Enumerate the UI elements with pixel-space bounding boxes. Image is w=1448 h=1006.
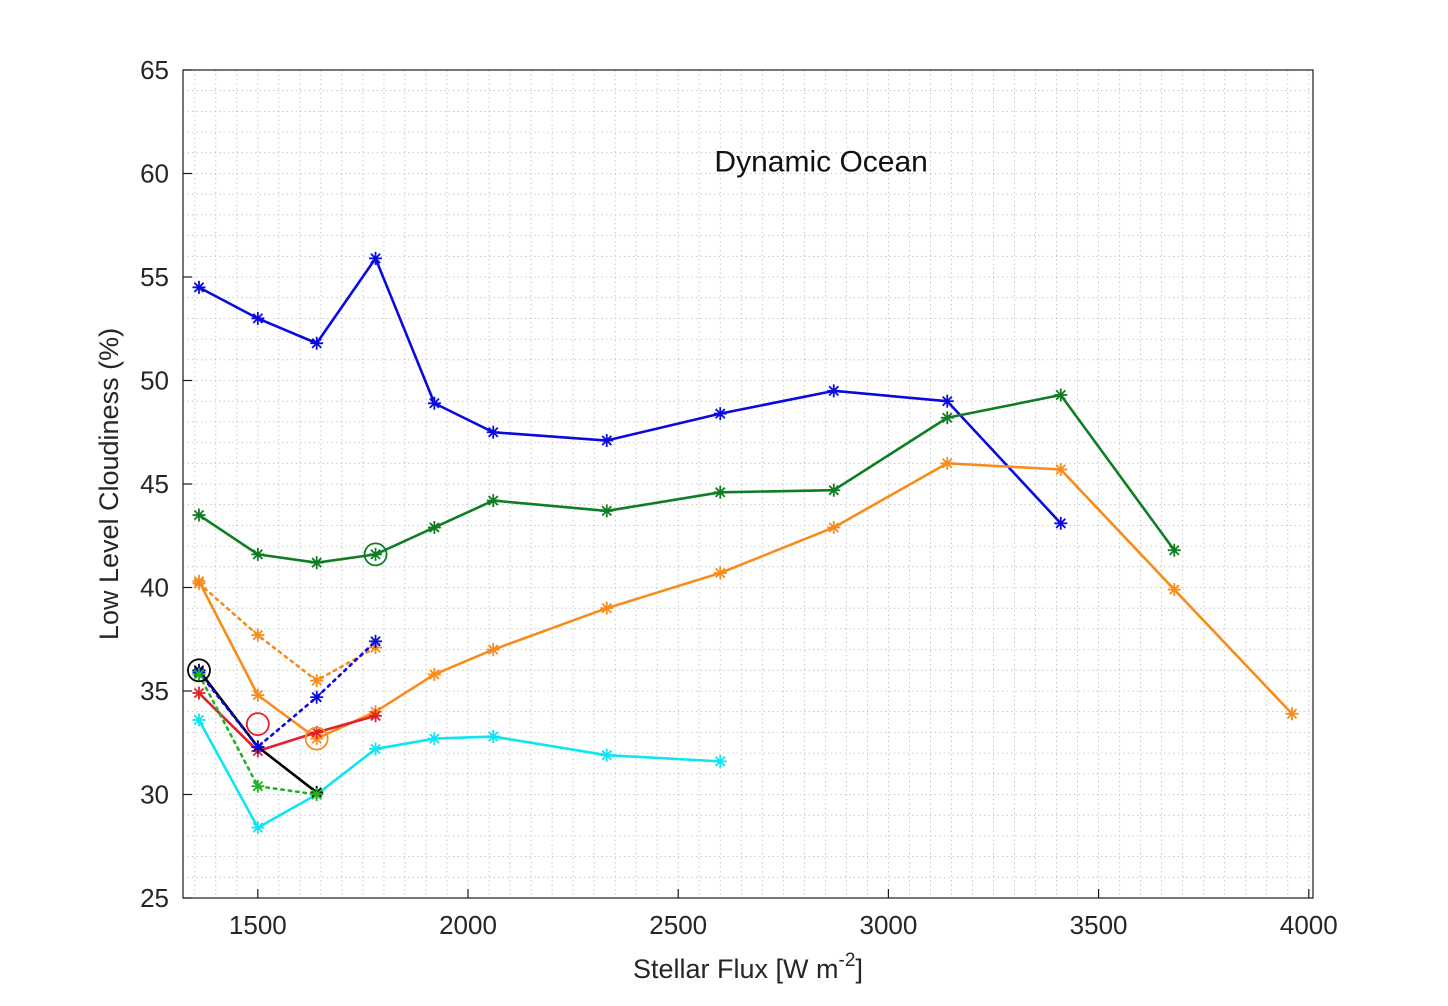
- red-solid-marker-asterisk: [311, 727, 322, 738]
- orange-solid-marker-asterisk: [1286, 708, 1298, 720]
- x-tick-label: 2000: [439, 910, 497, 940]
- green-dotted-marker-asterisk: [311, 789, 322, 800]
- x-axis-label: Stellar Flux [W m-2]: [633, 950, 863, 984]
- x-tick-label: 3500: [1070, 910, 1128, 940]
- series-line-orange-dotted: [197, 582, 377, 682]
- green-solid-marker-asterisk: [429, 522, 440, 533]
- green-solid-marker-asterisk: [370, 549, 381, 560]
- orange-solid-marker-asterisk: [252, 689, 264, 701]
- y-tick-label: 55: [140, 262, 169, 292]
- blue-solid-marker-asterisk: [828, 385, 839, 397]
- blue-dotted-marker-asterisk: [311, 691, 322, 703]
- series-line-green-solid: [197, 393, 1176, 564]
- y-tick-label: 45: [140, 469, 169, 499]
- blue-dotted-marker-asterisk: [252, 741, 264, 753]
- green-solid-marker-asterisk: [193, 509, 205, 521]
- cyan-solid-marker-asterisk: [252, 822, 264, 833]
- cyan-solid-marker-asterisk: [193, 714, 205, 726]
- green-solid-marker-asterisk: [601, 505, 612, 517]
- orange-solid-marker-asterisk: [488, 644, 499, 655]
- red-solid-marker-asterisk: [370, 710, 381, 722]
- green-solid-marker-asterisk: [828, 484, 839, 496]
- orange-dotted-marker-asterisk: [252, 629, 264, 641]
- series-line-cyan-solid: [197, 718, 722, 829]
- orange-circle-highlight: [304, 726, 329, 751]
- cyan-solid-marker-asterisk: [370, 743, 381, 755]
- red-circle-highlight: [245, 712, 270, 737]
- cyan-solid-marker-asterisk: [601, 749, 612, 761]
- green-circle-highlight: [363, 542, 388, 567]
- black-circle-highlight: [187, 658, 211, 683]
- green-dotted-marker-asterisk: [193, 669, 205, 680]
- y-axis-label: Low Level Cloudiness (%): [94, 328, 124, 640]
- blue-solid-marker-asterisk: [193, 282, 205, 293]
- y-tick-label: 65: [140, 55, 169, 85]
- orange-dotted-marker-asterisk: [193, 578, 205, 589]
- chart-title: Dynamic Ocean: [714, 145, 927, 178]
- green-dotted-marker-asterisk: [252, 780, 264, 792]
- red-solid-marker-asterisk: [193, 687, 205, 699]
- blue-dotted-marker-asterisk: [370, 636, 381, 647]
- green-solid-marker-asterisk: [715, 487, 726, 498]
- green-solid-marker-asterisk: [1055, 389, 1067, 401]
- x-tick-label: 4000: [1280, 910, 1338, 940]
- blue-solid-marker-asterisk: [601, 435, 612, 446]
- orange-solid-marker-asterisk: [429, 669, 440, 680]
- y-tick-label: 40: [140, 573, 169, 603]
- cyan-solid-marker-asterisk: [488, 731, 499, 742]
- orange-solid-marker-asterisk: [828, 522, 839, 533]
- x-tick-label: 1500: [229, 910, 287, 940]
- blue-solid-marker-asterisk: [311, 338, 322, 349]
- orange-solid-marker-asterisk: [601, 602, 612, 614]
- cyan-solid-marker-asterisk: [715, 756, 726, 767]
- blue-solid-marker-asterisk: [429, 398, 440, 409]
- blue-solid-marker-asterisk: [715, 408, 726, 419]
- cyan-solid-marker-asterisk: [429, 733, 440, 744]
- x-tick-label: 3000: [859, 910, 917, 940]
- y-tick-label: 50: [140, 366, 169, 396]
- blue-solid-marker-asterisk: [252, 313, 264, 324]
- y-tick-label: 60: [140, 159, 169, 189]
- green-solid-marker-asterisk: [311, 557, 322, 568]
- blue-solid-marker-asterisk: [488, 427, 499, 438]
- orange-solid-marker-asterisk: [1169, 584, 1180, 595]
- y-tick-label: 35: [140, 676, 169, 706]
- blue-solid-marker-asterisk: [370, 253, 381, 264]
- orange-solid-marker-asterisk: [715, 567, 726, 579]
- orange-solid-marker-asterisk: [942, 458, 953, 469]
- green-solid-marker-asterisk: [488, 495, 499, 506]
- orange-solid-marker-asterisk: [1055, 464, 1067, 475]
- green-solid-marker-asterisk: [1169, 545, 1180, 556]
- blue-solid-marker-asterisk: [942, 395, 953, 407]
- series-line-red-solid: [197, 691, 377, 753]
- green-solid-marker-asterisk: [252, 549, 264, 560]
- series-line-blue-dotted: [197, 640, 377, 749]
- y-tick-label: 30: [140, 780, 169, 810]
- blue-solid-marker-asterisk: [1055, 518, 1067, 529]
- y-tick-label: 25: [140, 883, 169, 913]
- orange-dotted-marker-asterisk: [311, 675, 322, 686]
- green-solid-marker-asterisk: [942, 412, 953, 423]
- x-tick-label: 2500: [649, 910, 707, 940]
